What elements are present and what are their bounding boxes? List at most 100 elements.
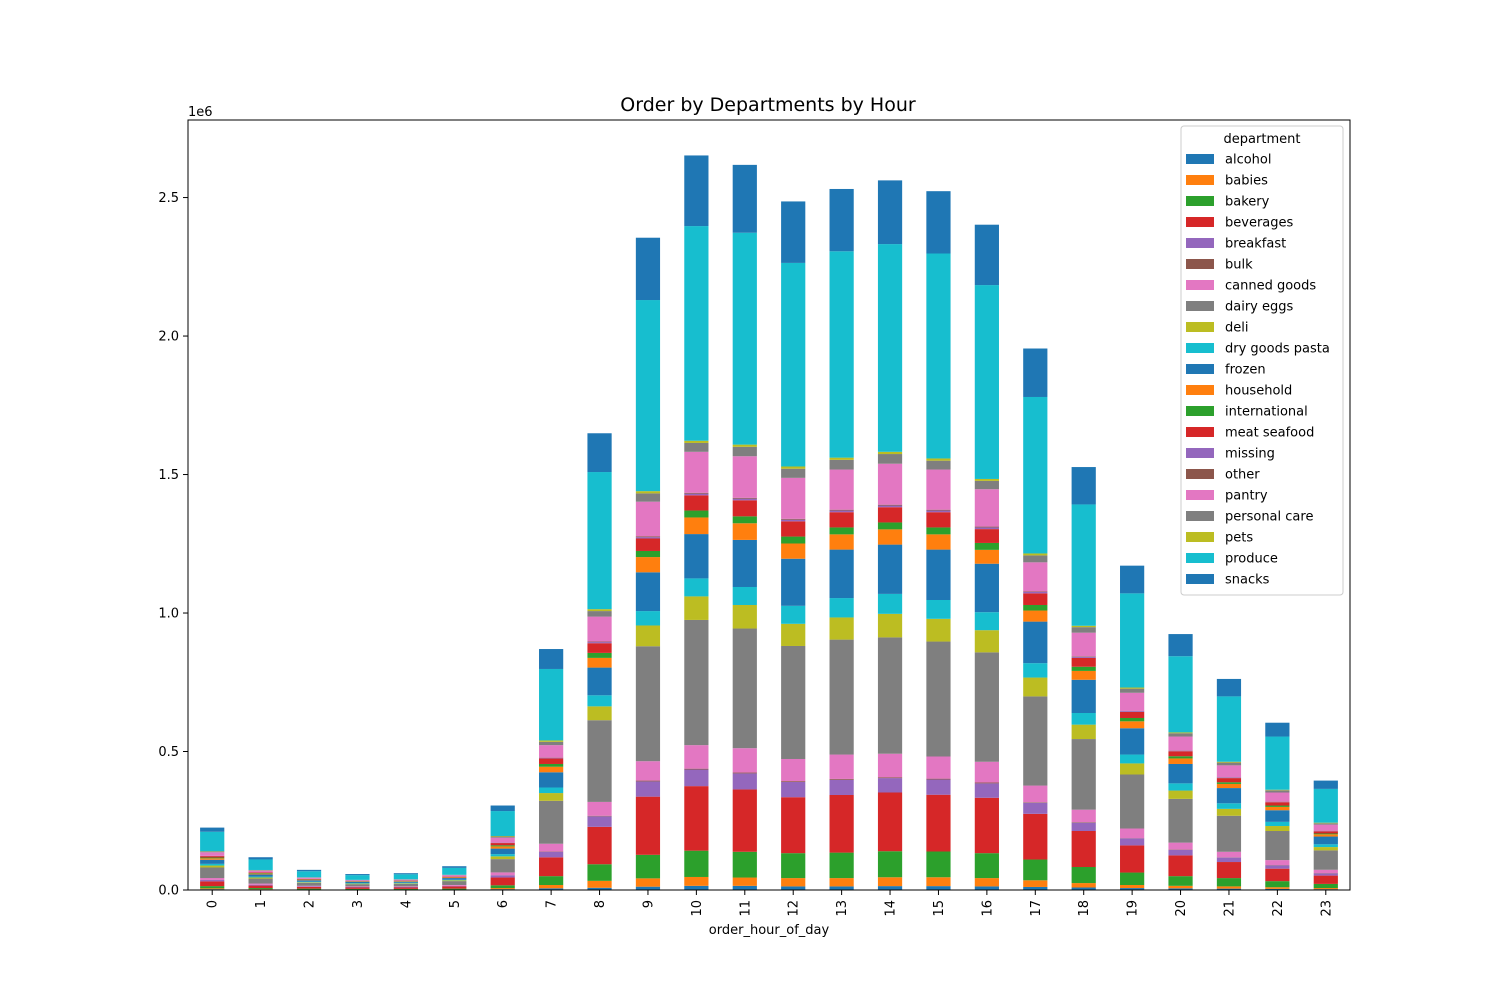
bar-segment-babies-hour-20 — [1168, 885, 1193, 889]
bar-segment-dry-goods-pasta-hour-19 — [1120, 754, 1145, 764]
bar-segment-household-hour-19 — [1120, 721, 1145, 729]
chart-title: Order by Departments by Hour — [620, 94, 916, 116]
bar-segment-frozen-hour-20 — [1168, 763, 1193, 784]
bar-segment-alcohol-hour-22 — [1265, 888, 1290, 890]
legend-swatch-other — [1186, 469, 1214, 479]
bar-segment-pets-hour-22 — [1265, 789, 1290, 791]
bar-segment-household-hour-16 — [974, 549, 999, 564]
bar-segment-pantry-hour-18 — [1071, 632, 1096, 657]
bar-segment-beverages-hour-3 — [345, 887, 370, 889]
bar-segment-household-hour-23 — [1313, 834, 1338, 837]
legend-label-produce: produce — [1225, 552, 1278, 567]
x-tick-label: 1 — [254, 900, 269, 908]
y-tick-label: 2.0 — [158, 330, 179, 345]
bar-segment-canned-goods-hour-14 — [877, 753, 903, 778]
legend-label-frozen: frozen — [1225, 363, 1266, 378]
bar-segment-breakfast-hour-3 — [345, 886, 370, 888]
x-tick-label: 23 — [1319, 900, 1334, 917]
bar-segment-frozen-hour-22 — [1265, 810, 1290, 822]
bar-segment-dry-goods-pasta-hour-10 — [684, 578, 709, 597]
bar-segment-bulk-hour-9 — [635, 780, 661, 782]
bar-segment-alcohol-hour-16 — [974, 886, 999, 890]
bar-segment-produce-hour-10 — [684, 226, 709, 441]
bar-segment-breakfast-hour-16 — [974, 783, 999, 798]
bar-segment-produce-hour-11 — [732, 232, 757, 445]
legend-label-personal-care: personal care — [1225, 510, 1313, 525]
y-tick-label: 1.0 — [158, 607, 179, 622]
bar-segment-dairy-eggs-hour-19 — [1120, 774, 1145, 829]
y-axis: 0.0 0.5 1.0 1.5 2.0 2.5 — [158, 191, 188, 899]
bar-segment-breakfast-hour-0 — [200, 880, 225, 882]
bar-segment-dairy-eggs-hour-0 — [200, 867, 225, 879]
bar-segment-snacks-hour-2 — [296, 869, 322, 872]
bar-segment-beverages-hour-1 — [248, 885, 273, 889]
bar-segment-household-hour-0 — [200, 858, 225, 860]
legend-swatch-dairy-eggs — [1186, 301, 1214, 311]
bar-segment-household-hour-20 — [1168, 758, 1193, 764]
bar-segment-pets-hour-7 — [539, 740, 564, 742]
legend-label-dairy-eggs: dairy eggs — [1225, 300, 1294, 315]
bar-segment-beverages-hour-13 — [829, 795, 854, 853]
bar-segment-other-hour-14 — [877, 504, 903, 506]
bar-segment-beverages-hour-6 — [490, 877, 515, 886]
legend-swatch-snacks — [1186, 574, 1214, 584]
bar-segment-meat-seafood-hour-5 — [442, 876, 467, 878]
legend-title: department — [1224, 132, 1301, 147]
bar-segment-meat-seafood-hour-21 — [1216, 778, 1242, 783]
bar-segment-pets-hour-13 — [829, 457, 854, 460]
bar-segment-household-hour-18 — [1071, 670, 1096, 680]
bar-segment-dry-goods-pasta-hour-6 — [490, 854, 515, 857]
bar-segment-bakery-hour-1 — [248, 888, 273, 890]
legend-swatch-bakery — [1186, 196, 1214, 206]
bar-segment-dairy-eggs-hour-23 — [1313, 850, 1338, 870]
bar-segment-missing-hour-20 — [1168, 750, 1193, 752]
bar-segment-snacks-hour-9 — [635, 237, 661, 301]
bar-segment-household-hour-2 — [296, 879, 322, 881]
bar-segment-produce-hour-13 — [829, 251, 854, 458]
bar-segment-frozen-hour-1 — [248, 874, 273, 877]
bar-segment-household-hour-7 — [539, 766, 564, 773]
bar-segment-beverages-hour-11 — [732, 789, 757, 852]
legend-swatch-personal-care — [1186, 511, 1214, 521]
bar-segment-pantry-hour-8 — [587, 616, 612, 642]
bar-segment-dry-goods-pasta-hour-17 — [1023, 663, 1048, 678]
legend-swatch-household — [1186, 385, 1214, 395]
bar-segment-international-hour-21 — [1216, 782, 1242, 784]
bar-segment-frozen-hour-23 — [1313, 836, 1338, 845]
legend-label-pantry: pantry — [1225, 489, 1268, 504]
bar-segment-bulk-hour-16 — [974, 782, 999, 784]
legend-swatch-missing — [1186, 448, 1214, 458]
legend-swatch-frozen — [1186, 364, 1214, 374]
bar-segment-canned-goods-hour-9 — [635, 761, 661, 781]
bar-segment-deli-hour-3 — [345, 883, 370, 885]
x-tick-label: 0 — [206, 900, 221, 908]
legend-label-international: international — [1225, 405, 1308, 420]
bar-segment-personal-care-hour-13 — [829, 459, 854, 470]
bar-segment-snacks-hour-20 — [1168, 634, 1193, 657]
bar-segment-bakery-hour-16 — [974, 853, 999, 879]
bar-segment-breakfast-hour-18 — [1071, 822, 1096, 831]
bar-segment-babies-hour-18 — [1071, 883, 1096, 888]
bar-segment-missing-hour-9 — [635, 537, 661, 539]
bar-segment-meat-seafood-hour-7 — [539, 758, 564, 764]
bar-segment-babies-hour-11 — [732, 877, 757, 886]
bar-segment-deli-hour-11 — [732, 604, 757, 629]
bar-segment-produce-hour-18 — [1071, 504, 1096, 626]
bar-segment-breakfast-hour-22 — [1265, 865, 1290, 869]
legend-swatch-babies — [1186, 175, 1214, 185]
bar-segment-personal-care-hour-20 — [1168, 733, 1193, 737]
bar-segment-produce-hour-17 — [1023, 396, 1048, 554]
legend-label-breakfast: breakfast — [1225, 237, 1286, 252]
bar-segment-babies-hour-14 — [877, 877, 903, 887]
bar-segment-meat-seafood-hour-22 — [1265, 802, 1290, 806]
bar-segment-dry-goods-pasta-hour-14 — [877, 593, 903, 614]
bar-segment-pantry-hour-16 — [974, 489, 999, 527]
bar-segment-snacks-hour-13 — [829, 188, 854, 252]
bar-segment-missing-hour-17 — [1023, 591, 1048, 594]
bar-segment-produce-hour-4 — [393, 874, 418, 880]
bar-segment-frozen-hour-15 — [926, 549, 951, 600]
bar-segment-produce-hour-20 — [1168, 656, 1193, 733]
x-tick-label: 19 — [1126, 900, 1141, 917]
bar-segment-frozen-hour-8 — [587, 667, 612, 696]
